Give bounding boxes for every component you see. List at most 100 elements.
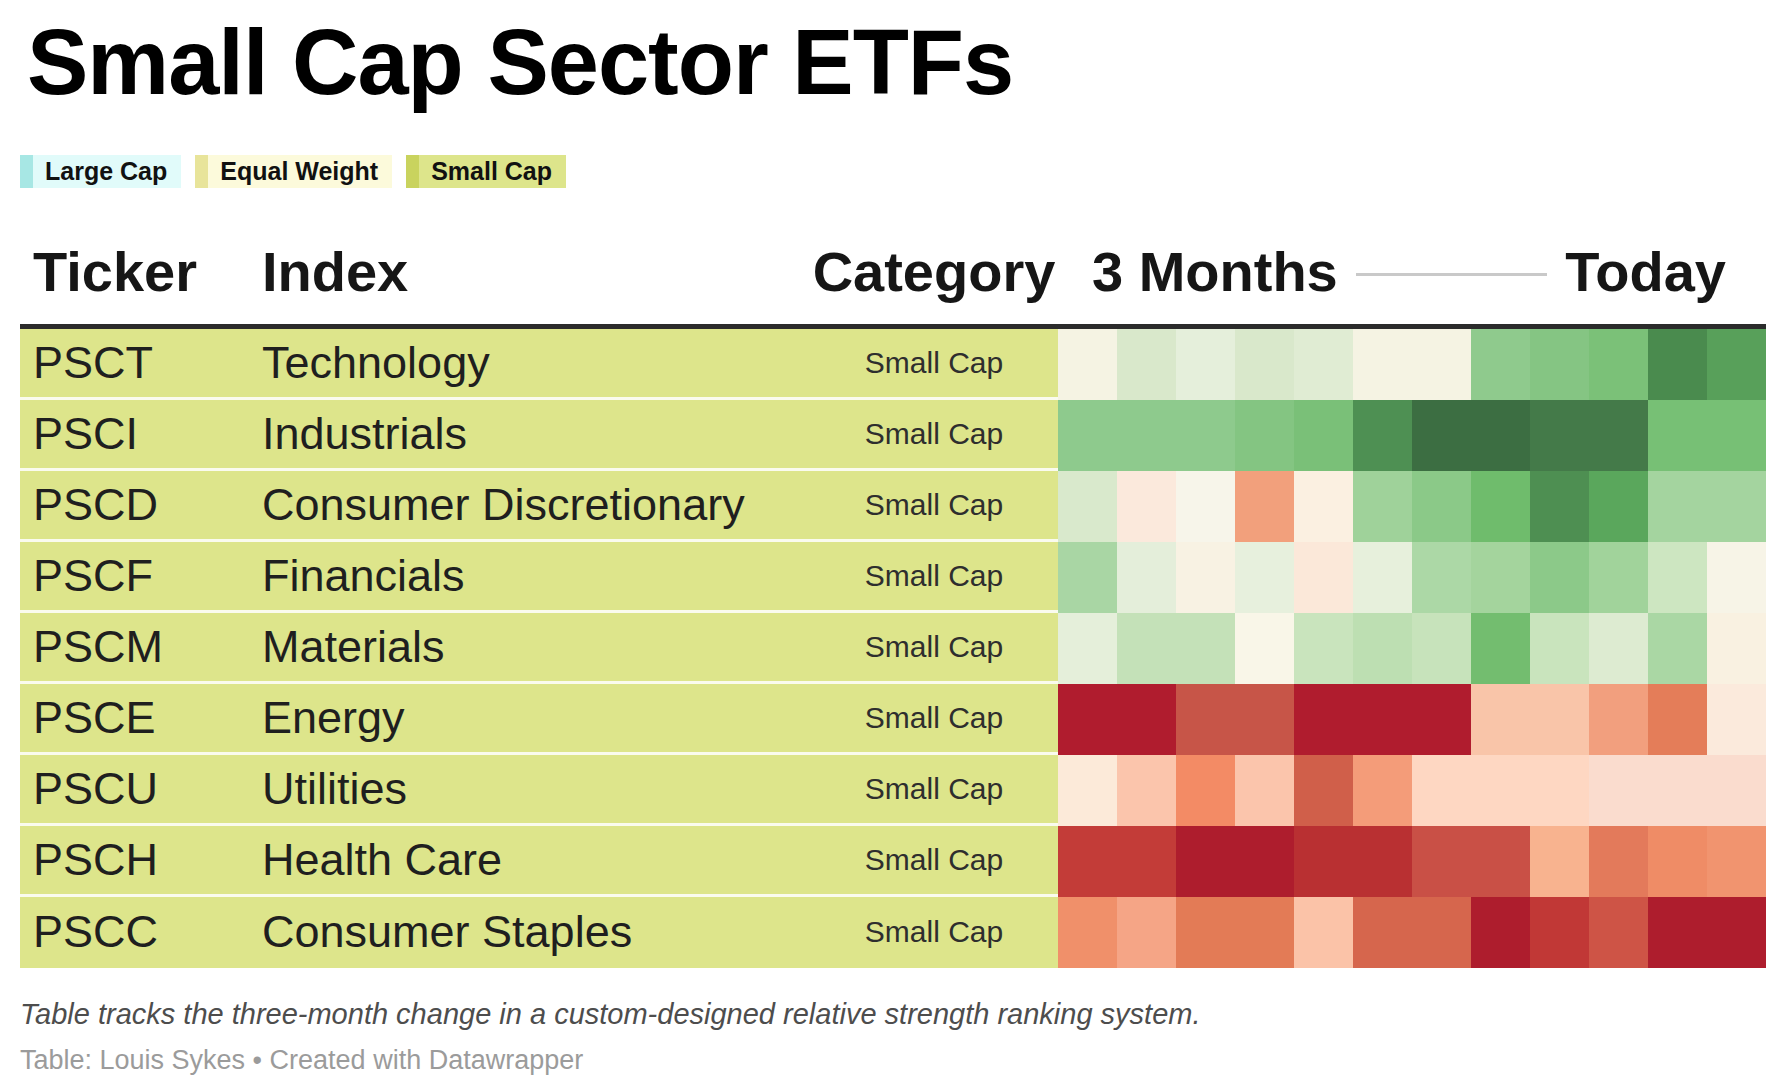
heat-cell	[1176, 471, 1235, 542]
small-cap-sector-etfs-table: Small Cap Sector ETFs Large Cap Equal Wei…	[0, 14, 1776, 1076]
heat-cell	[1530, 684, 1589, 755]
heat-cell	[1707, 400, 1766, 471]
page-title: Small Cap Sector ETFs	[27, 14, 1766, 111]
table-row: PSCMMaterialsSmall Cap	[20, 613, 1766, 684]
heat-cell	[1648, 826, 1707, 897]
row-label-section: PSCUUtilitiesSmall Cap	[20, 755, 1058, 826]
heat-cell	[1058, 471, 1117, 542]
heat-cell	[1471, 400, 1530, 471]
legend-swatch-icon	[195, 155, 208, 188]
heat-cell	[1235, 613, 1294, 684]
ticker-cell: PSCM	[20, 621, 262, 673]
heat-cell	[1412, 684, 1471, 755]
heat-cell	[1530, 613, 1589, 684]
ticker-cell: PSCC	[20, 906, 262, 958]
heat-cell	[1353, 684, 1412, 755]
table-row: PSCIIndustrialsSmall Cap	[20, 400, 1766, 471]
heatmap-strip	[1058, 400, 1766, 471]
heat-cell	[1589, 542, 1648, 613]
heatmap-strip	[1058, 684, 1766, 755]
heatmap-strip	[1058, 471, 1766, 542]
heat-cell	[1294, 755, 1353, 826]
heat-cell	[1648, 684, 1707, 755]
heat-cell	[1353, 826, 1412, 897]
heat-cell	[1353, 542, 1412, 613]
heat-cell	[1648, 755, 1707, 826]
heat-cell	[1058, 542, 1117, 613]
heatmap-table: Ticker Index Category 3 Months Today PSC…	[20, 240, 1766, 968]
legend-chip-small-cap: Small Cap	[406, 155, 566, 188]
heat-cell	[1353, 329, 1412, 400]
heat-cell	[1235, 684, 1294, 755]
heat-cell	[1707, 542, 1766, 613]
timeline-end-label: Today	[1565, 239, 1726, 304]
heat-cell	[1353, 755, 1412, 826]
heat-cell	[1530, 471, 1589, 542]
heat-cell	[1589, 329, 1648, 400]
heat-cell	[1176, 613, 1235, 684]
heat-cell	[1235, 542, 1294, 613]
heatmap-strip	[1058, 329, 1766, 400]
table-body: PSCTTechnologySmall CapPSCIIndustrialsSm…	[20, 329, 1766, 968]
heat-cell	[1353, 471, 1412, 542]
heat-cell	[1707, 613, 1766, 684]
heat-cell	[1589, 684, 1648, 755]
index-cell: Energy	[262, 692, 810, 744]
row-label-section: PSCTTechnologySmall Cap	[20, 329, 1058, 400]
row-label-section: PSCEEnergySmall Cap	[20, 684, 1058, 755]
heat-cell	[1412, 613, 1471, 684]
col-header-timeline: 3 Months Today	[1058, 239, 1766, 304]
heat-cell	[1176, 542, 1235, 613]
legend-chip-label: Equal Weight	[208, 155, 392, 188]
heat-cell	[1471, 542, 1530, 613]
heat-cell	[1176, 897, 1235, 968]
heat-cell	[1235, 755, 1294, 826]
heat-cell	[1412, 329, 1471, 400]
heat-cell	[1530, 542, 1589, 613]
row-label-section: PSCFFinancialsSmall Cap	[20, 542, 1058, 613]
footnote: Table tracks the three-month change in a…	[20, 998, 1766, 1031]
heat-cell	[1117, 684, 1176, 755]
index-cell: Technology	[262, 337, 810, 389]
row-label-section: PSCDConsumer DiscretionarySmall Cap	[20, 471, 1058, 542]
category-cell: Small Cap	[810, 488, 1058, 522]
ticker-cell: PSCI	[20, 408, 262, 460]
table-row: PSCTTechnologySmall Cap	[20, 329, 1766, 400]
heat-cell	[1117, 542, 1176, 613]
heat-cell	[1412, 755, 1471, 826]
legend-swatch-icon	[20, 155, 33, 188]
heat-cell	[1412, 400, 1471, 471]
heat-cell	[1707, 826, 1766, 897]
heat-cell	[1117, 897, 1176, 968]
heat-cell	[1648, 542, 1707, 613]
heat-cell	[1235, 826, 1294, 897]
category-cell: Small Cap	[810, 701, 1058, 735]
category-cell: Small Cap	[810, 630, 1058, 664]
heat-cell	[1294, 897, 1353, 968]
legend-chip-equal-weight: Equal Weight	[195, 155, 392, 188]
heat-cell	[1589, 826, 1648, 897]
row-label-section: PSCCConsumer StaplesSmall Cap	[20, 897, 1058, 968]
index-cell: Financials	[262, 550, 810, 602]
heat-cell	[1294, 400, 1353, 471]
legend-chip-label: Large Cap	[33, 155, 181, 188]
timeline-connector-line	[1356, 273, 1547, 276]
heat-cell	[1058, 400, 1117, 471]
heat-cell	[1235, 329, 1294, 400]
heat-cell	[1471, 471, 1530, 542]
heat-cell	[1235, 897, 1294, 968]
heat-cell	[1117, 826, 1176, 897]
credit-line: Table: Louis Sykes • Created with Datawr…	[20, 1045, 1766, 1076]
heat-cell	[1530, 755, 1589, 826]
heat-cell	[1294, 826, 1353, 897]
heat-cell	[1058, 684, 1117, 755]
heat-cell	[1530, 897, 1589, 968]
legend-swatch-icon	[406, 155, 419, 188]
heat-cell	[1294, 471, 1353, 542]
heat-cell	[1294, 613, 1353, 684]
heat-cell	[1176, 684, 1235, 755]
ticker-cell: PSCT	[20, 337, 262, 389]
heat-cell	[1471, 613, 1530, 684]
heat-cell	[1589, 897, 1648, 968]
heat-cell	[1471, 826, 1530, 897]
